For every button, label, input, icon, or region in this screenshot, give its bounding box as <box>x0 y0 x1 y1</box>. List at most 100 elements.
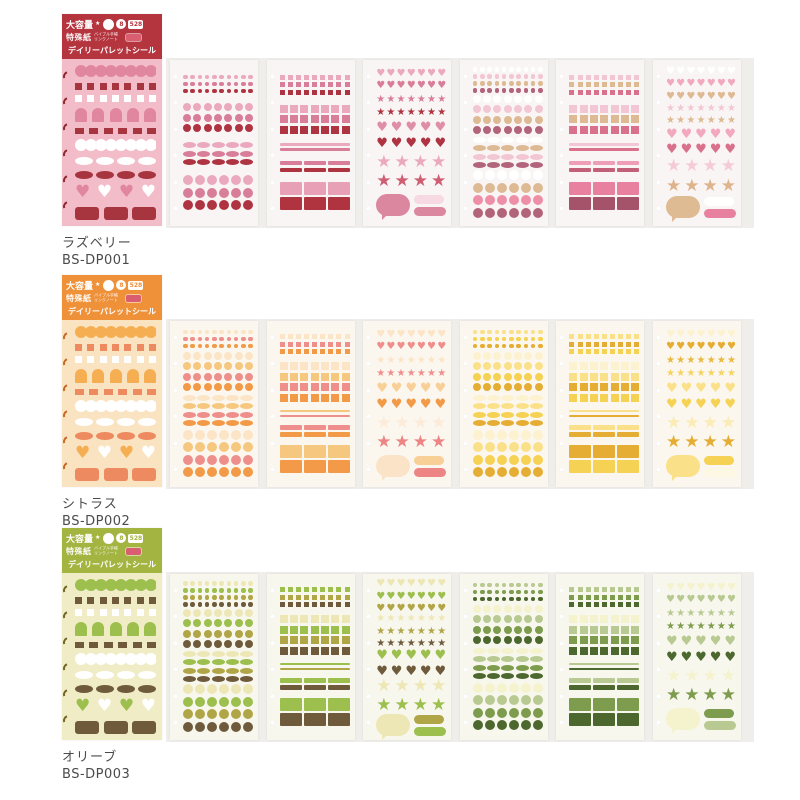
dot-sticker <box>508 454 519 465</box>
dot-sticker <box>183 588 188 593</box>
bar-sticker <box>312 594 318 600</box>
bar-sticker <box>303 602 309 607</box>
dot-sticker <box>523 88 529 93</box>
bar-sticker <box>303 82 309 88</box>
star-sticker-icon: ★ <box>666 412 682 433</box>
square-sticker <box>579 646 588 655</box>
oval-sticker <box>197 159 211 166</box>
dot-sticker <box>234 362 243 371</box>
heart-sticker-icon: ♥ <box>416 80 426 92</box>
sticker-row <box>569 82 640 88</box>
package-header: 大容量 ★ 8 528 特殊紙 バイブル手帳 リンクノート デイリーパレットシール <box>62 14 162 59</box>
sticker-group-shapes: ♥ ♥ ♥ ♥ ♥ ♥ ♥ ♥ ♥ ♥ <box>376 121 446 150</box>
heart-sticker-icon: ♥ <box>437 67 447 79</box>
header-line-1: 大容量 ★ 8 528 <box>66 531 158 545</box>
dot-sticker <box>483 625 492 634</box>
dot-sticker <box>193 124 202 133</box>
paper-sub-line1: バイブル手帳 <box>93 546 118 551</box>
oval-sticker <box>183 159 196 166</box>
sticker-row: ♥ ♥ ♥ ♥ ♥ ♥ ♥ <box>376 342 446 352</box>
sticker-sheet <box>556 574 645 740</box>
sticker-group-shapes: ♥ ♥ ♥ ♥ ♥ ♥ ♥ ♥ ♥ ♥ ♥ ♥ ♥ ♥ <box>666 581 736 606</box>
bar-sticker <box>344 82 350 88</box>
dot-sticker <box>509 81 514 86</box>
dot-sticker <box>193 629 202 638</box>
tab-sticker <box>109 107 122 122</box>
dot-sticker <box>508 170 519 181</box>
binder-hole <box>656 614 661 619</box>
dot-sticker <box>483 115 492 124</box>
sticker-row: ♥ ♥ ♥ ♥ ♥ <box>666 382 736 395</box>
paper-sub-line2: リンクノート <box>93 36 118 42</box>
bar-sticker <box>577 89 583 95</box>
dot-sticker <box>248 336 253 342</box>
oval-sticker <box>240 411 253 418</box>
tab-sticker <box>109 368 122 383</box>
sticker-row <box>279 615 350 623</box>
binder-hole <box>462 467 468 472</box>
star-sticker-icon: ★ <box>376 625 386 637</box>
bar-sticker <box>287 89 293 95</box>
dot-sticker <box>487 596 492 602</box>
sticker-row: ♥ ♥ ♥ ♥ ♥ ♥ ♥ <box>666 581 736 593</box>
heart-sticker-icon: ♥ <box>427 80 437 92</box>
dot-sticker <box>213 608 222 617</box>
square-sticker <box>590 383 599 391</box>
square-sticker <box>579 615 588 623</box>
oval-sticker <box>197 403 211 410</box>
sticker-row: ♥ ♥ ♥ ♥ ♥ ♥ ♥ <box>666 342 736 352</box>
dot-sticker <box>503 615 512 624</box>
square-sticker <box>300 393 309 402</box>
dot-sticker <box>183 343 188 349</box>
dot-sticker <box>203 629 212 638</box>
sticker-row <box>183 336 253 342</box>
sticker-group-shapes <box>376 194 447 221</box>
binder-hole <box>366 100 372 105</box>
dot-sticker <box>219 81 224 87</box>
sticker-group-shapes: ♥ ♥ ♥ ♥ ♥ ♥ ♥ ♥ ♥ ♥ ♥ ♥ ♥ ♥ <box>666 329 736 353</box>
bar-sticker <box>279 685 302 690</box>
heart-sticker-icon: ♥ <box>680 649 693 665</box>
square-sticker <box>631 104 640 113</box>
dot-sticker <box>532 182 543 193</box>
bar-sticker <box>569 667 640 670</box>
dot-sticker <box>244 608 253 617</box>
square-sticker <box>579 125 588 134</box>
sticker-row <box>472 336 543 342</box>
heart-sticker-icon: ♥ <box>75 698 91 716</box>
binder-hole <box>656 100 661 105</box>
bar-sticker <box>601 349 607 354</box>
dot-sticker <box>193 362 202 371</box>
dot-sticker <box>493 94 502 103</box>
dot-sticker <box>233 81 239 87</box>
scallop-sticker <box>95 653 107 666</box>
sticker-group-squares <box>279 697 350 726</box>
sticker-row <box>569 636 640 644</box>
square-sticker <box>569 115 578 123</box>
dot-sticker <box>524 115 533 124</box>
dot-sticker <box>226 343 232 349</box>
heart-sticker-icon: ♥ <box>727 581 736 593</box>
sticker-sheet: ♥ ♥ ♥ ♥ ♥ ♥ ♥ ♥ ♥ ♥ ♥ ♥ ♥ ♥ ★ ★ ★ ★ ★ ★ ★ ★ ★ ★ ★ ★ ★ ★ ♥ ♥ ♥ ♥ ♥ ♥ ♥ ♥ ♥ ♥ ★ ★… <box>653 321 741 487</box>
star-sticker-icon: ★ <box>412 171 428 192</box>
dot-sticker <box>484 695 495 706</box>
bar-sticker <box>279 160 302 165</box>
dot-sticker <box>534 351 543 360</box>
product-code-label: BS-DP001 <box>62 253 131 268</box>
oval-sticker <box>487 411 501 418</box>
square-sticker <box>600 636 609 644</box>
binder-hole <box>366 127 372 132</box>
package-art-sticker <box>124 356 132 364</box>
square-sticker <box>600 104 609 113</box>
dot-sticker <box>520 195 531 206</box>
sticker-row <box>472 596 543 602</box>
square-sticker <box>617 697 640 711</box>
dot-sticker <box>534 362 543 371</box>
binder-hole <box>656 694 661 699</box>
package-art-row <box>75 431 156 440</box>
square-sticker <box>341 383 350 391</box>
square-sticker <box>341 362 350 370</box>
dot-sticker <box>523 336 529 342</box>
dot-sticker <box>538 582 543 588</box>
star-sticker-icon: ★ <box>696 115 706 126</box>
